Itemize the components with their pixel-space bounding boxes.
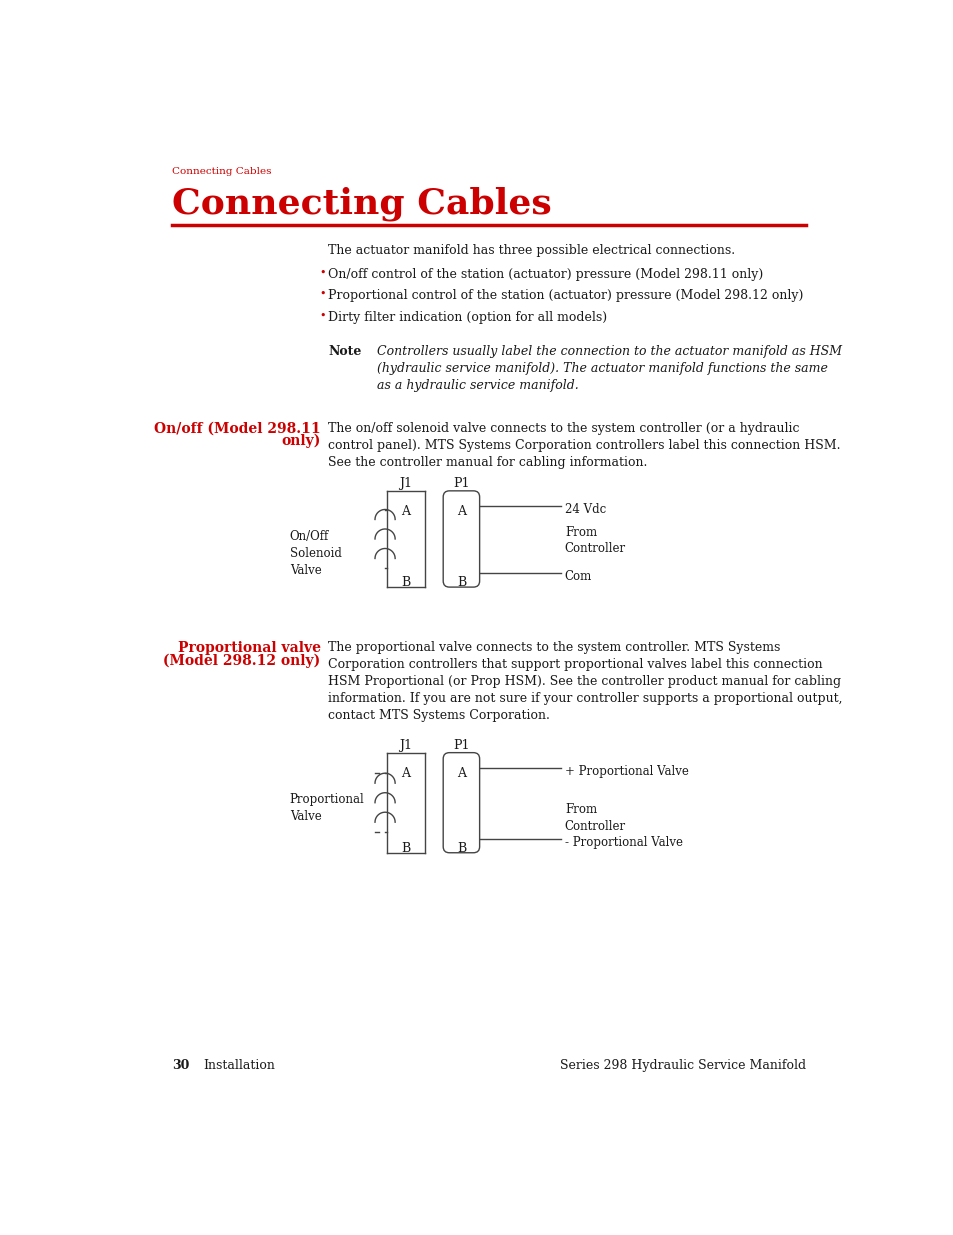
Text: The on/off solenoid valve connects to the system controller (or a hydraulic
cont: The on/off solenoid valve connects to th… — [328, 421, 841, 468]
Text: B: B — [401, 577, 410, 589]
Text: Com: Com — [564, 571, 592, 583]
Text: Proportional
Valve: Proportional Valve — [290, 793, 364, 824]
Text: Connecting Cables: Connecting Cables — [172, 168, 272, 177]
Text: Proportional control of the station (actuator) pressure (Model 298.12 only): Proportional control of the station (act… — [328, 289, 803, 303]
Text: The proportional valve connects to the system controller. MTS Systems
Corporatio: The proportional valve connects to the s… — [328, 641, 842, 722]
Text: Note: Note — [328, 345, 361, 358]
Text: Connecting Cables: Connecting Cables — [172, 186, 551, 221]
Text: From
Controller: From Controller — [564, 526, 625, 556]
Text: - Proportional Valve: - Proportional Valve — [564, 836, 682, 848]
Text: + Proportional Valve: + Proportional Valve — [564, 764, 688, 778]
Text: A: A — [401, 767, 410, 779]
Text: On/Off
Solenoid
Valve: On/Off Solenoid Valve — [290, 530, 341, 577]
Text: 30: 30 — [172, 1060, 189, 1072]
Text: The actuator manifold has three possible electrical connections.: The actuator manifold has three possible… — [328, 245, 735, 257]
Text: A: A — [456, 505, 465, 517]
Text: From
Controller: From Controller — [564, 803, 625, 832]
Text: P1: P1 — [453, 477, 469, 490]
Text: B: B — [456, 842, 466, 855]
Text: J1: J1 — [399, 739, 412, 752]
Text: A: A — [401, 505, 410, 517]
Text: J1: J1 — [399, 477, 412, 490]
Text: only): only) — [281, 433, 320, 448]
Text: Dirty filter indication (option for all models): Dirty filter indication (option for all … — [328, 311, 607, 324]
Text: B: B — [401, 842, 410, 855]
Text: B: B — [456, 577, 466, 589]
Text: Controllers usually label the connection to the actuator manifold as HSM
(hydrau: Controllers usually label the connection… — [376, 345, 841, 391]
Text: •: • — [319, 289, 325, 299]
Text: •: • — [319, 268, 325, 278]
Text: On/off control of the station (actuator) pressure (Model 298.11 only): On/off control of the station (actuator)… — [328, 268, 763, 280]
Text: Proportional valve: Proportional valve — [177, 641, 320, 655]
Text: Series 298 Hydraulic Service Manifold: Series 298 Hydraulic Service Manifold — [559, 1060, 805, 1072]
Text: P1: P1 — [453, 739, 469, 752]
Text: (Model 298.12 only): (Model 298.12 only) — [163, 653, 320, 668]
Text: On/off (Model 298.11: On/off (Model 298.11 — [154, 421, 320, 436]
Text: •: • — [319, 311, 325, 321]
Text: Installation: Installation — [203, 1060, 274, 1072]
Text: 24 Vdc: 24 Vdc — [564, 503, 605, 516]
Text: A: A — [456, 767, 465, 779]
